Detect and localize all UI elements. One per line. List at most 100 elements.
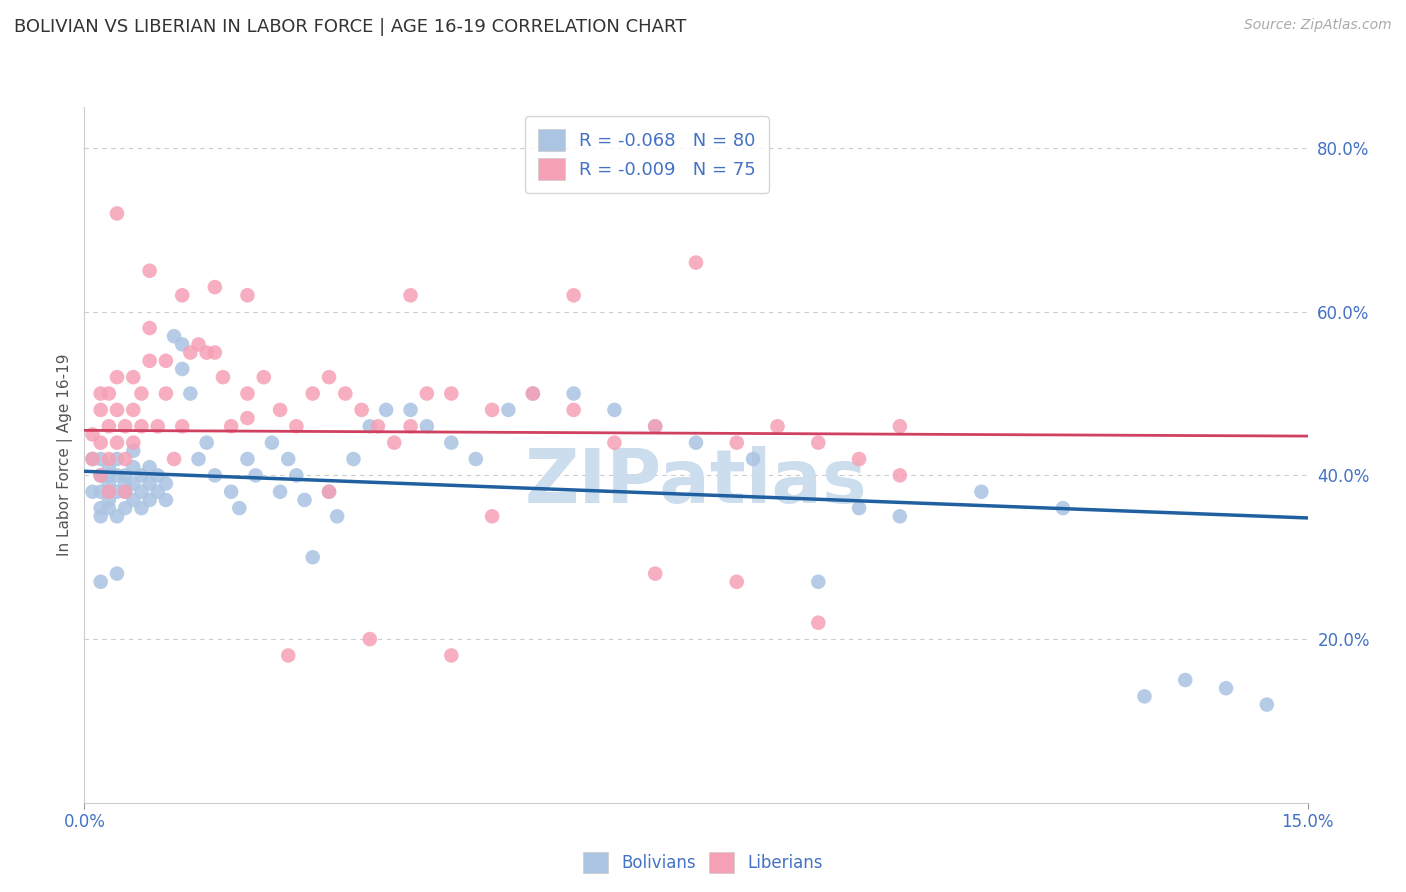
Point	[155, 492, 177, 507]
Point	[285, 419, 308, 434]
Point	[146, 484, 169, 499]
Point	[889, 419, 911, 434]
Point	[318, 370, 340, 384]
Point	[122, 476, 145, 491]
Point	[294, 492, 316, 507]
Point	[131, 419, 153, 434]
Point	[105, 468, 128, 483]
Point	[1215, 681, 1237, 696]
Point	[195, 345, 218, 359]
Point	[138, 492, 160, 507]
Point	[146, 468, 169, 483]
Point	[725, 435, 748, 450]
Point	[342, 452, 364, 467]
Point	[204, 468, 226, 483]
Point	[122, 443, 145, 458]
Point	[187, 452, 209, 467]
Point	[131, 468, 153, 483]
Point	[228, 501, 250, 516]
Text: BOLIVIAN VS LIBERIAN IN LABOR FORCE | AGE 16-19 CORRELATION CHART: BOLIVIAN VS LIBERIAN IN LABOR FORCE | AG…	[14, 18, 686, 36]
Point	[90, 574, 112, 589]
Point	[1256, 698, 1278, 712]
Point	[131, 386, 153, 401]
Legend: R = -0.068   N = 80, R = -0.009   N = 75: R = -0.068 N = 80, R = -0.009 N = 75	[526, 116, 769, 193]
Point	[375, 403, 398, 417]
Point	[131, 484, 153, 499]
Point	[644, 566, 666, 581]
Point	[562, 386, 585, 401]
Point	[326, 509, 349, 524]
Point	[138, 264, 160, 278]
Point	[105, 566, 128, 581]
Point	[253, 370, 276, 384]
Y-axis label: In Labor Force | Age 16-19: In Labor Force | Age 16-19	[58, 353, 73, 557]
Point	[269, 403, 291, 417]
Point	[277, 452, 299, 467]
Text: Source: ZipAtlas.com: Source: ZipAtlas.com	[1244, 18, 1392, 32]
Point	[236, 386, 259, 401]
Point	[219, 419, 242, 434]
Point	[260, 435, 283, 450]
Point	[889, 468, 911, 483]
Point	[105, 206, 128, 220]
Point	[603, 435, 626, 450]
Point	[481, 509, 503, 524]
Point	[114, 484, 136, 499]
Point	[179, 345, 201, 359]
Point	[90, 468, 112, 483]
Point	[522, 386, 544, 401]
Point	[245, 468, 267, 483]
Point	[464, 452, 486, 467]
Point	[114, 452, 136, 467]
Point	[122, 492, 145, 507]
Point	[172, 419, 194, 434]
Point	[301, 550, 323, 565]
Point	[138, 460, 160, 475]
Point	[399, 403, 422, 417]
Point	[97, 501, 120, 516]
Point	[97, 484, 120, 499]
Point	[97, 452, 120, 467]
Point	[644, 419, 666, 434]
Point	[848, 501, 870, 516]
Point	[105, 509, 128, 524]
Point	[90, 386, 112, 401]
Point	[138, 321, 160, 335]
Point	[114, 468, 136, 483]
Point	[138, 476, 160, 491]
Point	[440, 648, 463, 663]
Point	[82, 484, 104, 499]
Point	[97, 419, 120, 434]
Point	[90, 468, 112, 483]
Point	[236, 288, 259, 302]
Point	[204, 280, 226, 294]
Point	[1174, 673, 1197, 687]
Point	[90, 501, 112, 516]
Point	[848, 452, 870, 467]
Point	[122, 435, 145, 450]
Point	[399, 288, 422, 302]
Point	[359, 419, 381, 434]
Point	[187, 337, 209, 351]
Point	[131, 501, 153, 516]
Point	[204, 345, 226, 359]
Point	[807, 435, 830, 450]
Point	[1133, 690, 1156, 704]
Point	[97, 468, 120, 483]
Point	[82, 452, 104, 467]
Point	[97, 484, 120, 499]
Point	[97, 460, 120, 475]
Point	[90, 468, 112, 483]
Point	[498, 403, 520, 417]
Point	[90, 435, 112, 450]
Point	[603, 403, 626, 417]
Legend: Bolivians, Liberians: Bolivians, Liberians	[576, 846, 830, 880]
Point	[90, 484, 112, 499]
Point	[114, 484, 136, 499]
Point	[163, 452, 186, 467]
Point	[122, 403, 145, 417]
Point	[335, 386, 357, 401]
Point	[301, 386, 323, 401]
Point	[236, 411, 259, 425]
Point	[219, 484, 242, 499]
